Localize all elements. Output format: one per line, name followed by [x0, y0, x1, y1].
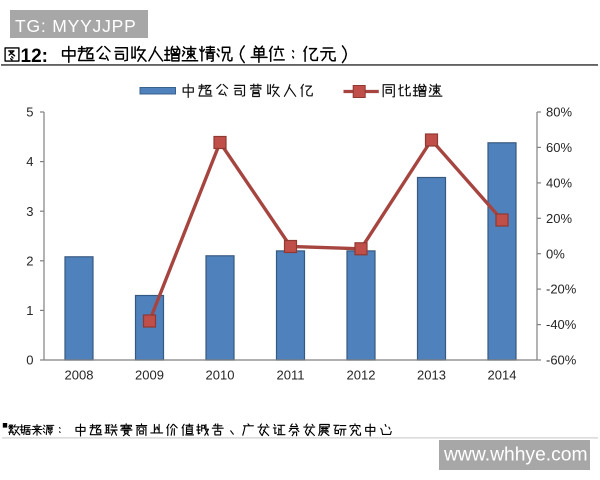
svg-text:2008: 2008 — [65, 368, 94, 383]
svg-text:5: 5 — [26, 105, 33, 120]
svg-text:2014: 2014 — [488, 368, 517, 383]
svg-text:4: 4 — [26, 154, 33, 169]
svg-text:0: 0 — [26, 353, 33, 368]
svg-text:2013: 2013 — [417, 368, 446, 383]
svg-text:0%: 0% — [546, 246, 565, 261]
svg-text:3: 3 — [26, 204, 33, 219]
svg-text:2010: 2010 — [206, 368, 235, 383]
svg-text:80%: 80% — [546, 105, 572, 120]
svg-text:60%: 60% — [546, 140, 572, 155]
svg-text:12:: 12: — [21, 46, 48, 67]
svg-text:2: 2 — [26, 253, 33, 268]
svg-text:-60%: -60% — [546, 353, 577, 368]
svg-text:TG: MYYJJPP: TG: MYYJJPP — [15, 16, 137, 36]
svg-text:2012: 2012 — [347, 368, 376, 383]
svg-text:1: 1 — [26, 303, 33, 318]
svg-text:-20%: -20% — [546, 282, 577, 297]
svg-text:40%: 40% — [546, 175, 572, 190]
svg-text:2011: 2011 — [277, 368, 305, 383]
svg-text:20%: 20% — [546, 211, 572, 226]
svg-text:www.whhye.com: www.whhye.com — [443, 445, 588, 466]
svg-text:-40%: -40% — [546, 317, 577, 332]
svg-text:2009: 2009 — [135, 368, 164, 383]
